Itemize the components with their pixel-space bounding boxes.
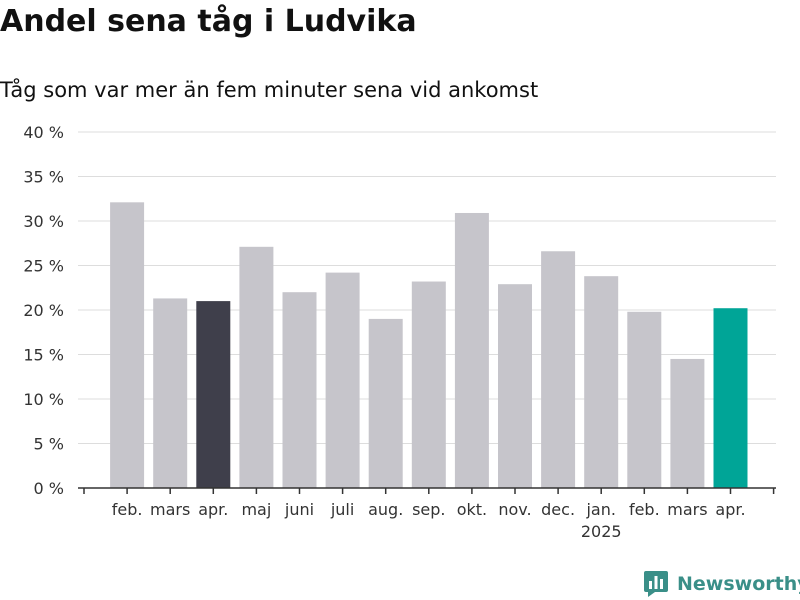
- bar-okt-8: [454, 212, 489, 489]
- y-tick-label: 20 %: [23, 301, 64, 320]
- x-axis: [78, 487, 776, 494]
- x-tick-label: feb.: [112, 500, 143, 519]
- x-tick-label: sep.: [412, 500, 445, 519]
- x-axis-tick-labels: feb. mars apr. maj juni juli aug. sep. okt. nov. d…: [112, 500, 746, 541]
- y-axis-tick-labels: 0 % 5 % 10 % 15 % 20 % 25 % 30 % 35 % 40 %: [23, 123, 64, 498]
- x-tick-label: maj: [241, 500, 271, 519]
- bar-jan-11: [584, 276, 619, 488]
- bar-chart: 0 % 5 % 10 % 15 % 20 % 25 % 30 % 35 % 40 % feb. m…: [23, 123, 776, 541]
- bar-sep-7: [411, 281, 446, 488]
- bar-feb-0: [110, 202, 145, 488]
- bar-juli-5: [325, 272, 360, 488]
- newsworthy-logo-icon: [644, 571, 668, 597]
- bar-juni-4: [282, 292, 317, 488]
- bar-mars-1: [153, 298, 188, 488]
- bar-nov-9: [498, 284, 532, 488]
- x-tick-label: jan.: [585, 500, 615, 519]
- x-year-label: 2025: [581, 522, 622, 541]
- bar-apr-2: [196, 301, 231, 488]
- bars: [110, 202, 748, 489]
- x-tick-label: apr.: [715, 500, 745, 519]
- y-tick-label: 40 %: [23, 123, 64, 142]
- bar-apr-14: [713, 308, 748, 488]
- y-tick-label: 35 %: [23, 168, 64, 187]
- x-tick-label: okt.: [457, 500, 487, 519]
- chart-subtitle: Tåg som var mer än fem minuter sena vid …: [0, 78, 539, 102]
- x-tick-label: juli: [330, 500, 354, 519]
- chart-title: Andel sena tåg i Ludvika: [0, 4, 417, 39]
- y-tick-label: 0 %: [34, 479, 64, 498]
- x-tick-label: feb.: [629, 500, 660, 519]
- x-tick-label: aug.: [368, 500, 403, 519]
- x-tick-label: mars: [667, 500, 707, 519]
- bar-dec-10: [541, 251, 576, 488]
- x-tick-label: nov.: [498, 500, 531, 519]
- newsworthy-logo: Newsworthy: [644, 570, 800, 598]
- x-tick-label: juni: [284, 500, 314, 519]
- bar-feb-12: [627, 311, 662, 488]
- x-tick-label: dec.: [541, 500, 575, 519]
- y-tick-label: 10 %: [23, 390, 64, 409]
- x-tick-label: mars: [150, 500, 190, 519]
- bar-maj-3: [239, 246, 274, 488]
- y-tick-label: 15 %: [23, 346, 64, 365]
- bar-aug-6: [368, 318, 403, 488]
- y-tick-label: 25 %: [23, 257, 64, 276]
- y-tick-label: 30 %: [23, 212, 64, 231]
- newsworthy-logo-text: Newsworthy: [677, 573, 800, 595]
- y-tick-label: 5 %: [34, 435, 64, 454]
- bar-mars-13: [670, 358, 705, 488]
- x-tick-label: apr.: [198, 500, 228, 519]
